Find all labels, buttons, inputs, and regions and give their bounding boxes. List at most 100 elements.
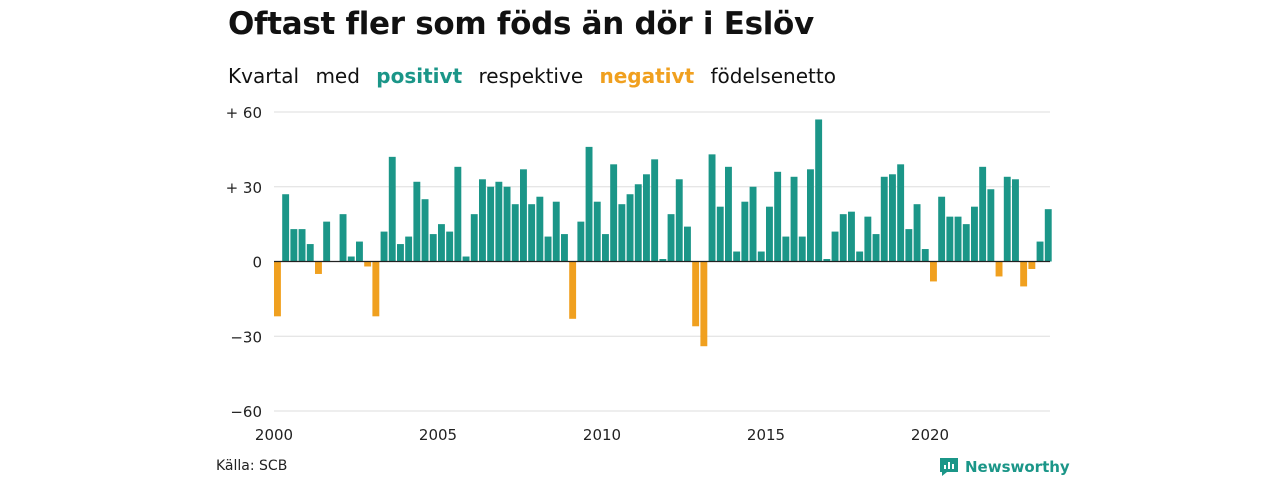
bar-negative	[315, 261, 322, 274]
subtitle-positive-word: positivt	[376, 64, 463, 88]
bar-positive	[1036, 241, 1044, 262]
subtitle-kvartal: Kvartal	[228, 64, 300, 88]
subtitle-negative-word: negativt	[599, 64, 695, 88]
bar-positive	[298, 229, 306, 262]
bar-negative	[995, 261, 1003, 277]
bar-positive	[577, 221, 585, 262]
bar-positive	[438, 224, 445, 262]
bar-negative	[1028, 261, 1036, 269]
subtitle-med: med	[315, 64, 360, 88]
bar-positive	[684, 226, 691, 262]
brand-name: Newsworthy	[965, 458, 1070, 476]
chart-title: Oftast fler som föds än dör i Eslöv	[228, 6, 814, 42]
bar-positive	[462, 256, 470, 262]
bar-positive	[495, 181, 503, 262]
bar-negative	[930, 261, 937, 282]
bar-positive	[889, 174, 896, 262]
bar-positive	[487, 186, 495, 262]
bar-positive	[643, 174, 650, 262]
bar-positive	[823, 259, 831, 262]
brand-logo: Newsworthy	[938, 456, 1070, 478]
bar-positive	[429, 234, 437, 262]
bar-positive	[503, 186, 511, 262]
bar-positive	[454, 166, 462, 262]
bar-positive	[872, 234, 880, 262]
x-tick-label: 2005	[419, 426, 457, 444]
bar-positive	[520, 169, 527, 262]
bar-positive	[1003, 176, 1011, 262]
bar-positive	[946, 216, 954, 262]
bar-positive	[388, 156, 396, 262]
bar-positive	[536, 196, 544, 262]
bar-positive	[774, 171, 782, 262]
bar-positive	[848, 211, 855, 262]
bar-positive	[651, 159, 659, 262]
bar-positive	[339, 214, 347, 262]
bar-positive	[511, 204, 519, 262]
bar-positive	[323, 221, 331, 262]
bar-positive	[561, 234, 568, 262]
subtitle-respektive: respektive	[478, 64, 584, 88]
bar-positive	[306, 244, 314, 262]
bar-positive	[856, 251, 864, 262]
bar-positive	[1012, 179, 1019, 262]
x-tick-label: 2020	[911, 426, 949, 444]
subtitle-fodelsenetto: födelsenetto	[710, 64, 836, 88]
bar-positive	[979, 166, 987, 262]
y-tick-label: −30	[230, 328, 262, 346]
bar-positive	[290, 229, 298, 262]
bar-negative	[569, 261, 577, 319]
bar-positive	[667, 214, 675, 262]
bar-positive	[987, 189, 995, 262]
newsworthy-logo-icon	[940, 458, 958, 476]
bar-positive	[528, 204, 536, 262]
x-tick-label: 2010	[583, 426, 621, 444]
bar-positive	[971, 206, 978, 262]
bar-positive	[790, 176, 798, 262]
chart-subtitle: Kvartal med positivt respektive negativt…	[228, 64, 846, 88]
x-tick-label: 2000	[255, 426, 293, 444]
bar-positive	[725, 166, 732, 262]
bar-positive	[798, 236, 806, 262]
bar-positive	[962, 224, 970, 262]
bar-positive	[347, 256, 355, 262]
bar-positive	[552, 201, 560, 262]
bar-negative	[692, 261, 700, 327]
bar-positive	[1044, 209, 1052, 262]
bar-positive	[626, 194, 634, 262]
bar-positive	[593, 201, 601, 262]
bar-positive	[282, 194, 290, 262]
source-note: Källa: SCB	[216, 458, 288, 474]
bar-positive	[831, 231, 839, 262]
bar-positive	[839, 214, 847, 262]
bar-positive	[708, 154, 716, 262]
y-tick-label: −60	[230, 403, 262, 421]
bar-negative	[700, 261, 708, 347]
bar-positive	[954, 216, 962, 262]
bar-positive	[413, 181, 421, 262]
bar-positive	[610, 164, 618, 262]
bar-positive	[675, 179, 683, 262]
bar-positive	[380, 231, 388, 262]
bar-positive	[880, 176, 888, 262]
bar-positive	[634, 184, 642, 262]
bar-positive	[897, 164, 905, 262]
bar-positive	[741, 201, 749, 262]
bar-positive	[602, 234, 609, 262]
bar-positive	[470, 214, 478, 262]
bar-negative	[364, 261, 372, 267]
bar-positive	[733, 251, 741, 262]
bar-positive	[446, 231, 454, 262]
bar-positive	[479, 179, 486, 262]
bar-positive	[913, 204, 921, 262]
y-tick-label: 0	[252, 254, 262, 272]
bar-negative	[274, 261, 281, 317]
y-tick-label: + 60	[226, 104, 262, 122]
bar-positive	[749, 186, 757, 262]
bar-positive	[864, 216, 872, 262]
bar-negative	[372, 261, 380, 317]
y-tick-label: + 30	[226, 179, 262, 197]
bar-positive	[766, 206, 773, 262]
bar-positive	[659, 259, 667, 262]
